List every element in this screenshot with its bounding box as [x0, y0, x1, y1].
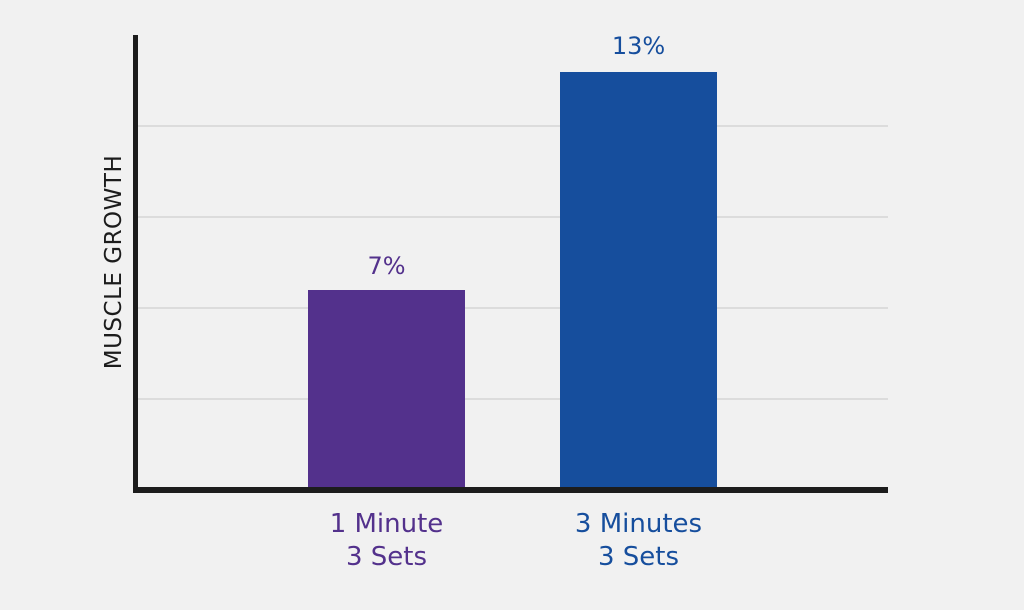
y-axis [133, 35, 138, 493]
gridline [138, 125, 888, 127]
category-label-2-line1: 3 Minutes [574, 509, 703, 539]
bar-2-value-label: 13% [611, 32, 666, 60]
y-axis-label: MUSCLE GROWTH [101, 154, 127, 370]
gridline [138, 307, 888, 309]
bar-3-minutes [560, 72, 717, 488]
category-label-1: 1 Minute 3 Sets [290, 508, 483, 574]
bar-1-value-label: 7% [367, 252, 406, 280]
category-label-1-line2: 3 Sets [345, 542, 428, 572]
category-label-2-line2: 3 Sets [597, 542, 680, 572]
bar-1-minute [308, 290, 465, 488]
x-axis [133, 487, 888, 493]
gridline [138, 398, 888, 400]
gridline [138, 216, 888, 218]
category-label-1-line1: 1 Minute [329, 509, 444, 539]
category-label-2: 3 Minutes 3 Sets [540, 508, 737, 574]
